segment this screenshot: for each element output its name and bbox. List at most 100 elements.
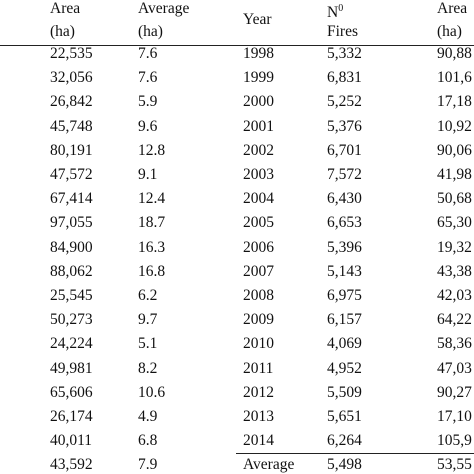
table-cell: 9.6 [138, 117, 158, 135]
table-cell: 90,27 [437, 383, 472, 401]
table-cell: 2007 [243, 262, 274, 280]
table-cell: 43,38 [437, 262, 472, 280]
header-cell: Area [50, 0, 81, 17]
table-cell: 101,6 [437, 69, 472, 87]
header-cell: (ha) [138, 23, 163, 40]
table-cell: 32,056 [50, 69, 93, 87]
table-cell: 7.9 [138, 456, 158, 474]
table-cell: 105,9 [437, 432, 472, 450]
table-cell: 2014 [243, 432, 274, 450]
header-cell: Average [138, 0, 190, 17]
table-cell: 26,174 [50, 408, 93, 425]
table-cell: 9.7 [138, 311, 158, 329]
table-cell: 1999 [243, 69, 274, 87]
table-cell: 19,32 [437, 238, 472, 256]
table-cell: 45,748 [50, 117, 93, 135]
table-cell: 65,606 [50, 383, 93, 401]
header-cell: N0 [327, 3, 344, 21]
table-cell: 10.6 [138, 383, 166, 401]
table-cell: 88,062 [50, 262, 93, 280]
table-cell: 65,30 [437, 214, 472, 232]
table-cell: 2013 [243, 408, 274, 425]
table-cell: 5,332 [327, 45, 362, 62]
table-cell: 2006 [243, 238, 274, 256]
table-cell: 17,10 [437, 408, 472, 425]
table-cell: Average [243, 456, 295, 474]
table-cell: 17,18 [437, 93, 472, 111]
table-cell: 26,842 [50, 93, 93, 111]
table-cell: 2012 [243, 383, 274, 401]
table-cell: 90,88 [437, 45, 472, 62]
table-cell: 5,252 [327, 93, 362, 111]
table-cell: 50,68 [437, 190, 472, 208]
header-cell: Area [437, 0, 468, 17]
table-cell: 4,952 [327, 359, 362, 377]
table-cell: 7,572 [327, 166, 362, 183]
table-cell: 2010 [243, 335, 274, 353]
table-cell: 18.7 [138, 214, 166, 232]
table-cell: 1998 [243, 45, 274, 62]
table-cell: 6,264 [327, 432, 362, 450]
table-cell: 16.3 [138, 238, 166, 256]
table-cell: 9.1 [138, 166, 158, 183]
table-cell: 42,03 [437, 287, 472, 304]
table-cell: 49,981 [50, 359, 93, 377]
table-cell: 6,831 [327, 69, 362, 87]
table-cell: 5,509 [327, 383, 362, 401]
table-cell: 5,498 [327, 456, 362, 474]
table-cell: 2004 [243, 190, 274, 208]
table-cell: 47,572 [50, 166, 93, 183]
table-cell: 2002 [243, 141, 274, 159]
table-cell: 58,36 [437, 335, 472, 353]
table-cell: 90,06 [437, 141, 472, 159]
table-cell: 6,157 [327, 311, 362, 329]
table-cell: 84,900 [50, 238, 93, 256]
table-cell: 47,03 [437, 359, 472, 377]
table-cell: 6,653 [327, 214, 362, 232]
header-cell: Year [243, 11, 272, 28]
table-cell: 12.8 [138, 141, 166, 159]
table-cell: 40,011 [50, 432, 93, 450]
table-cell: 2011 [243, 359, 274, 377]
header-rule [0, 45, 474, 46]
table-cell: 12.4 [138, 190, 166, 208]
table-cell: 5.9 [138, 93, 158, 111]
table-cell: 6.2 [138, 287, 158, 304]
header-cell: Fires [327, 23, 358, 40]
table-cell: 2005 [243, 214, 274, 232]
table-cell: 25,545 [50, 287, 93, 304]
superscript: 0 [338, 3, 344, 14]
table-cell: 2000 [243, 93, 274, 111]
table-cell: 2001 [243, 117, 274, 135]
table-cell: 10,92 [437, 117, 472, 135]
table-cell: 5.1 [138, 335, 158, 353]
header-cell: (ha) [50, 23, 75, 40]
footer-rule [236, 453, 474, 454]
table-cell: 53,55 [437, 456, 472, 474]
table-cell: 7.6 [138, 69, 158, 87]
table-cell: 41,98 [437, 166, 472, 183]
header-cell: (ha) [437, 23, 462, 40]
table-cell: 64,22 [437, 311, 472, 329]
table-cell: 8.2 [138, 359, 158, 377]
table-cell: 24,224 [50, 335, 93, 353]
table-cell: 67,414 [50, 190, 93, 208]
table-cell: 2003 [243, 166, 274, 183]
table-cell: 5,143 [327, 262, 362, 280]
table-cell: 80,191 [50, 141, 93, 159]
table-cell: 4,069 [327, 335, 362, 353]
table-cell: 97,055 [50, 214, 93, 232]
table-cell: 6,701 [327, 141, 362, 159]
table-cell: 22,535 [50, 45, 93, 62]
table-cell: 6,430 [327, 190, 362, 208]
table-cell: 2008 [243, 287, 274, 304]
table-cell: 43,592 [50, 456, 93, 474]
table-cell: 2009 [243, 311, 274, 329]
table-cell: 5,651 [327, 408, 362, 425]
table-cell: 5,396 [327, 238, 362, 256]
table-cell: 5,376 [327, 117, 362, 135]
table-cell: 16.8 [138, 262, 166, 280]
table-cell: 7.6 [138, 45, 158, 62]
table-cell: 50,273 [50, 311, 93, 329]
